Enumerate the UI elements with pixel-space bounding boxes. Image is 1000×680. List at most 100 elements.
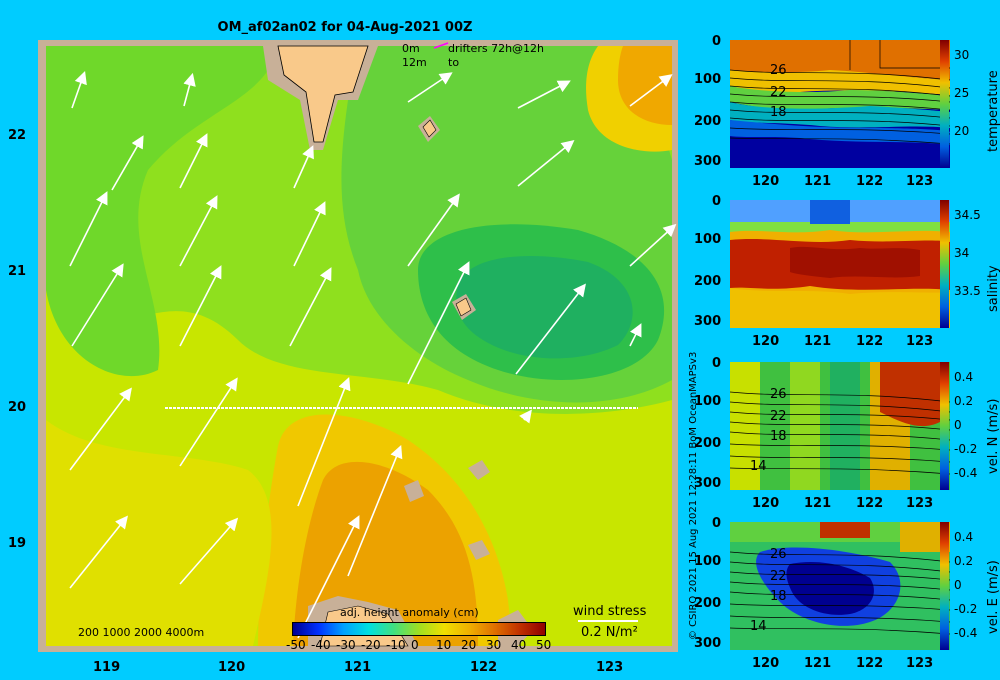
temperature-colorbar — [940, 40, 949, 168]
island-shelf — [468, 460, 490, 480]
height-anomaly-colorbar — [292, 622, 546, 636]
x-tick-121: 121 — [344, 660, 372, 675]
wind-stress-arrow — [69, 515, 128, 589]
colorbar-tick: 0 — [411, 638, 419, 652]
temperature-y-tick: 300 — [694, 154, 722, 169]
vel-e-cb-tick: -0.4 — [954, 626, 978, 640]
vel-e-cb-tick: -0.2 — [954, 602, 978, 616]
salinity-x-tick: 120 — [752, 334, 780, 349]
vel-e-y-tick: 200 — [694, 596, 722, 611]
vel-e-y-tick: 300 — [694, 636, 722, 651]
wind-stress-arrow — [179, 265, 222, 347]
island — [455, 297, 472, 317]
salinity-y-tick: 300 — [694, 314, 722, 329]
colorbar-ticks: -50 -40 -30 -20 -10 0 10 20 30 40 50 — [286, 638, 556, 652]
vel-e-cb-tick: 0.4 — [954, 530, 974, 544]
credit-text: © CSIRO 2021 15 Aug 2021 12:28:11 BoM Oc… — [688, 351, 699, 640]
vel-e-x-tick: 123 — [906, 656, 934, 671]
wind-stress-arrow — [179, 195, 218, 267]
vel-e-x-tick: 121 — [804, 656, 832, 671]
wind-stress-arrow — [183, 72, 196, 107]
height-anomaly-map — [38, 40, 678, 652]
vel-n-cb-tick: -0.4 — [954, 466, 978, 480]
wind-stress-arrow — [179, 377, 238, 467]
wind-stress-arrow — [297, 377, 351, 507]
salinity-y-tick: 200 — [694, 274, 722, 289]
wind-stress-scale: 0.2 N/m² — [581, 625, 638, 640]
salinity-y-tick: 100 — [694, 232, 722, 247]
veln-contour-label: 14 — [750, 459, 767, 474]
vel-n-x-tick: 120 — [752, 496, 780, 511]
colorbar-tick: -40 — [311, 638, 331, 652]
wind-stress-arrow — [407, 193, 460, 267]
wind-stress-arrow — [71, 70, 87, 109]
vel-n-x-tick: 122 — [856, 496, 884, 511]
temp-contour-label: 22 — [770, 85, 787, 100]
colorbar-tick: -50 — [286, 638, 306, 652]
y-tick-19: 19 — [8, 536, 27, 551]
vel-e-cb-tick: 0.2 — [954, 554, 974, 568]
wind-stress-arrow — [517, 80, 571, 109]
temperature-cb-label: temperature — [986, 70, 1000, 152]
map-title: OM_af02an02 for 04-Aug-2021 00Z — [217, 20, 473, 35]
salinity-cb-tick: 34.5 — [954, 208, 981, 222]
salinity-colorbar — [940, 200, 949, 328]
vel-n-y-tick: 200 — [694, 436, 722, 451]
wind-stress-arrow — [289, 267, 332, 347]
temperature-y-tick: 100 — [694, 72, 722, 87]
x-tick-120: 120 — [218, 660, 246, 675]
veln-contour-label: 18 — [770, 429, 787, 444]
wind-stress-arrow — [407, 72, 453, 103]
wind-stress-arrow — [179, 517, 239, 585]
x-tick-123: 123 — [596, 660, 624, 675]
temperature-y-tick: 200 — [694, 114, 722, 129]
vel-e-cb-label: vel. E (m/s) — [986, 560, 1000, 634]
vel-n-section: 26 22 18 14 — [730, 362, 950, 490]
island — [422, 119, 437, 138]
salinity-x-tick: 122 — [856, 334, 884, 349]
temp-contour-label: 26 — [770, 63, 787, 78]
colorbar-tick: -30 — [336, 638, 356, 652]
salinity-x-tick: 123 — [906, 334, 934, 349]
bathymetry-labels: 200 1000 2000 4000m — [78, 626, 205, 639]
y-tick-22: 22 — [8, 128, 27, 143]
vel-e-y-tick: 0 — [712, 516, 722, 531]
anomaly-low-center — [456, 255, 633, 359]
legend-depth-12m: 12m — [402, 56, 427, 69]
salinity-cb-tick: 34 — [954, 246, 970, 260]
y-tick-20: 20 — [8, 400, 27, 415]
vel-n-y-tick: 100 — [694, 394, 722, 409]
vel-n-y-tick: 300 — [694, 476, 722, 491]
colorbar-label: adj. height anomaly (cm) — [340, 606, 479, 619]
wind-stress-arrow — [69, 387, 132, 471]
x-tick-122: 122 — [470, 660, 498, 675]
vel-n-cb-label: vel. N (m/s) — [986, 398, 1000, 474]
vele-contour-label: 26 — [770, 547, 787, 562]
salinity-x-tick: 121 — [804, 334, 832, 349]
vel-n-x-tick: 123 — [906, 496, 934, 511]
wind-stress-arrow — [515, 283, 586, 375]
vel-n-y-tick: 0 — [712, 356, 722, 371]
temperature-cb-tick: 25 — [954, 86, 970, 100]
anomaly-yellow-sw — [46, 420, 272, 646]
vel-n-x-tick: 121 — [804, 496, 832, 511]
drifter-track — [433, 42, 449, 49]
wind-stress-arrow — [297, 515, 360, 639]
temperature-x-tick: 123 — [906, 174, 934, 189]
veln-contour-label: 22 — [770, 409, 787, 424]
colorbar-tick: 40 — [511, 638, 527, 652]
vel-e-y-tick: 100 — [694, 554, 722, 569]
salinity-cb-tick: 33.5 — [954, 284, 981, 298]
colorbar-tick: -20 — [361, 638, 381, 652]
vel-e-cb-tick: 0 — [954, 578, 962, 592]
veln-contour-label: 26 — [770, 387, 787, 402]
wind-stress-arrow — [347, 445, 403, 577]
colorbar-tick: 10 — [436, 638, 452, 652]
temp-contour-label: 18 — [770, 105, 787, 120]
wind-stress-arrow — [629, 323, 642, 347]
vele-contour-label: 22 — [770, 569, 787, 584]
vel-n-cb-tick: 0.2 — [954, 394, 974, 408]
vel-n-cb-tick: 0.4 — [954, 370, 974, 384]
salinity-section — [730, 200, 950, 328]
wind-stress-arrow — [629, 74, 673, 107]
